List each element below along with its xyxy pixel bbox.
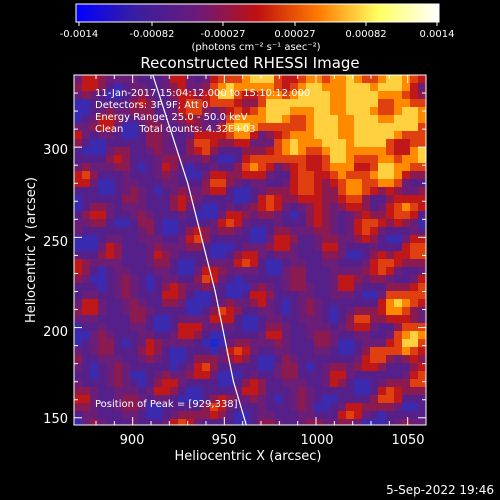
colorbar-tick-label: 0.0014 (420, 29, 455, 40)
axis-ticks (74, 74, 427, 425)
y-tick-label: 300 (43, 143, 68, 158)
x-tick-label: 900 (120, 433, 145, 448)
colorbar-gradient (75, 3, 440, 23)
date-stamp: 5-Sep-2022 19:46 (386, 483, 494, 497)
colorbar-tick-label: 0.00082 (345, 29, 386, 40)
colorbar: -0.0014 -0.00082 -0.00027 0.00027 0.0008… (60, 3, 455, 53)
plot-frame (73, 74, 427, 426)
colorbar-tick-label: -0.00082 (130, 29, 175, 40)
colorbar-ticks (78, 22, 438, 26)
x-axis-label: Heliocentric X (arcsec) (175, 449, 322, 464)
peak-position-label: Position of Peak = [929,338] (95, 399, 238, 410)
x-tick-label: 1050 (391, 433, 424, 448)
plot-title: Reconstructed RHESSI Image (140, 54, 359, 72)
y-tick-label: 200 (43, 325, 68, 340)
colorbar-tick-label: -0.0014 (60, 29, 99, 40)
colorbar-unit-label: (photons cm⁻² s⁻¹ asec⁻²) (191, 42, 320, 53)
image-pixels (74, 75, 426, 425)
x-tick-label: 1000 (300, 433, 333, 448)
info-detectors: Detectors: 3F 9F; Att 0 (95, 100, 208, 111)
y-tick-label: 150 (43, 412, 68, 427)
info-counts: Clean Total counts: 4.32E+03 (95, 124, 255, 135)
info-block: 11-Jan-2017 15:04:12.000 to 15:10:12.000… (95, 88, 310, 135)
solar-limb-curve (152, 75, 247, 425)
info-energy-range: Energy Range: 25.0 - 50.0 keV (95, 112, 248, 123)
y-axis-label: Heliocentric Y (arcsec) (24, 177, 39, 323)
y-tick-label: 250 (43, 235, 68, 250)
colorbar-tick-label: 0.00027 (274, 29, 315, 40)
info-time-range: 11-Jan-2017 15:04:12.000 to 15:10:12.000 (95, 88, 310, 99)
x-tick-label: 950 (212, 433, 237, 448)
image-area (74, 75, 426, 425)
colorbar-tick-label: -0.00027 (201, 29, 246, 40)
